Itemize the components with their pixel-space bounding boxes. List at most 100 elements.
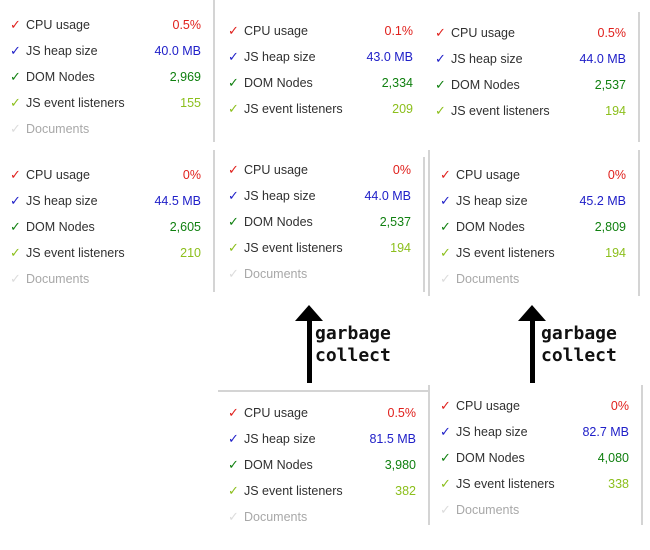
metric-label-cpu: CPU usage <box>26 18 90 32</box>
checkmark-icon[interactable]: ✓ <box>10 167 21 182</box>
checkmark-icon[interactable]: ✓ <box>440 245 451 260</box>
metric-row-listeners[interactable]: ✓ JS event listeners 382 <box>218 478 428 504</box>
metric-label-cpu: CPU usage <box>456 168 520 182</box>
metric-row-dom[interactable]: ✓ DOM Nodes 2,537 <box>218 209 423 235</box>
metric-row-documents[interactable]: ✓ Documents <box>0 266 213 292</box>
metric-row-dom[interactable]: ✓ DOM Nodes 2,809 <box>430 214 638 240</box>
metric-value-cpu: 0.5% <box>172 18 202 32</box>
checkmark-icon[interactable]: ✓ <box>228 405 239 420</box>
metric-row-heap[interactable]: ✓ JS heap size 44.0 MB <box>425 46 638 72</box>
metric-value-listeners: 194 <box>390 241 411 255</box>
checkmark-icon[interactable]: ✓ <box>435 25 446 40</box>
checkmark-icon[interactable]: ✓ <box>10 219 21 234</box>
checkmark-icon[interactable]: ✓ <box>435 51 446 66</box>
metric-row-listeners[interactable]: ✓ JS event listeners 209 <box>218 96 425 122</box>
metric-value-listeners: 155 <box>180 96 201 110</box>
metric-row-dom[interactable]: ✓ DOM Nodes 2,537 <box>425 72 638 98</box>
checkmark-icon[interactable]: ✓ <box>228 483 239 498</box>
metric-row-cpu[interactable]: ✓ CPU usage 0.5% <box>425 20 638 46</box>
checkmark-icon[interactable]: ✓ <box>440 476 451 491</box>
metric-row-documents[interactable]: ✓ Documents <box>430 266 638 292</box>
metric-row-listeners[interactable]: ✓ JS event listeners 155 <box>0 90 213 116</box>
metric-row-listeners[interactable]: ✓ JS event listeners 338 <box>430 471 641 497</box>
metric-row-heap[interactable]: ✓ JS heap size 43.0 MB <box>218 44 425 70</box>
metric-row-documents[interactable]: ✓ Documents <box>218 504 428 530</box>
metric-row-heap[interactable]: ✓ JS heap size 45.2 MB <box>430 188 638 214</box>
metric-row-cpu[interactable]: ✓ CPU usage 0% <box>430 393 641 419</box>
metric-row-documents[interactable]: ✓ Documents <box>0 116 213 142</box>
checkmark-icon[interactable]: ✓ <box>228 431 239 446</box>
metric-row-listeners[interactable]: ✓ JS event listeners 210 <box>0 240 213 266</box>
checkmark-icon[interactable]: ✓ <box>440 193 451 208</box>
metric-row-documents[interactable]: ✓ Documents <box>218 261 423 287</box>
metric-value-heap: 44.0 MB <box>364 189 411 203</box>
metric-row-dom[interactable]: ✓ DOM Nodes 2,334 <box>218 70 425 96</box>
metric-row-heap[interactable]: ✓ JS heap size 40.0 MB <box>0 38 213 64</box>
metric-label-documents: Documents <box>456 503 520 517</box>
checkmark-icon[interactable]: ✓ <box>228 101 239 116</box>
gc-annotation-1: garbage collect <box>315 323 391 367</box>
checkmark-icon[interactable]: ✓ <box>440 167 451 182</box>
metric-label-listeners: JS event listeners <box>244 102 343 116</box>
metric-row-cpu[interactable]: ✓ CPU usage 0.5% <box>0 12 213 38</box>
checkmark-icon[interactable]: ✓ <box>10 69 21 84</box>
metric-label-heap: JS heap size <box>26 194 98 208</box>
metric-label-dom: DOM Nodes <box>456 451 525 465</box>
metric-row-listeners[interactable]: ✓ JS event listeners 194 <box>218 235 423 261</box>
checkmark-icon[interactable]: ✓ <box>440 450 451 465</box>
metric-row-cpu[interactable]: ✓ CPU usage 0% <box>430 162 638 188</box>
checkmark-icon[interactable]: ✓ <box>228 457 239 472</box>
checkmark-icon[interactable]: ✓ <box>10 193 21 208</box>
metric-row-cpu[interactable]: ✓ CPU usage 0% <box>0 162 213 188</box>
checkmark-icon[interactable]: ✓ <box>440 502 451 517</box>
checkmark-icon[interactable]: ✓ <box>228 509 239 524</box>
checkmark-icon[interactable]: ✓ <box>435 103 446 118</box>
metric-value-heap: 40.0 MB <box>154 44 201 58</box>
checkmark-icon[interactable]: ✓ <box>228 266 239 281</box>
checkmark-icon[interactable]: ✓ <box>10 245 21 260</box>
checkmark-icon[interactable]: ✓ <box>10 271 21 286</box>
metric-value-dom: 2,605 <box>169 220 201 234</box>
checkmark-icon[interactable]: ✓ <box>435 77 446 92</box>
checkmark-icon[interactable]: ✓ <box>440 219 451 234</box>
metric-row-cpu[interactable]: ✓ CPU usage 0.5% <box>218 400 428 426</box>
checkmark-icon[interactable]: ✓ <box>228 188 239 203</box>
checkmark-icon[interactable]: ✓ <box>228 49 239 64</box>
checkmark-icon[interactable]: ✓ <box>228 214 239 229</box>
metric-row-cpu[interactable]: ✓ CPU usage 0% <box>218 157 423 183</box>
gc-annotation-line2: collect <box>315 345 391 366</box>
metric-label-listeners: JS event listeners <box>244 241 343 255</box>
metric-value-dom: 2,537 <box>594 78 626 92</box>
metric-value-listeners: 210 <box>180 246 201 260</box>
checkmark-icon[interactable]: ✓ <box>440 398 451 413</box>
checkmark-icon[interactable]: ✓ <box>10 43 21 58</box>
metric-label-cpu: CPU usage <box>26 168 90 182</box>
metric-row-heap[interactable]: ✓ JS heap size 82.7 MB <box>430 419 641 445</box>
metrics-panel-f: ✓ CPU usage 0% ✓ JS heap size 45.2 MB ✓ … <box>428 150 640 296</box>
checkmark-icon[interactable]: ✓ <box>10 121 21 136</box>
checkmark-icon[interactable]: ✓ <box>228 23 239 38</box>
checkmark-icon[interactable]: ✓ <box>10 17 21 32</box>
checkmark-icon[interactable]: ✓ <box>228 75 239 90</box>
metric-label-heap: JS heap size <box>451 52 523 66</box>
metric-row-heap[interactable]: ✓ JS heap size 44.0 MB <box>218 183 423 209</box>
checkmark-icon[interactable]: ✓ <box>10 95 21 110</box>
metric-row-dom[interactable]: ✓ DOM Nodes 4,080 <box>430 445 641 471</box>
metric-row-heap[interactable]: ✓ JS heap size 44.5 MB <box>0 188 213 214</box>
gc-annotation-2: garbage collect <box>541 323 617 367</box>
checkmark-icon[interactable]: ✓ <box>228 162 239 177</box>
metric-row-documents[interactable]: ✓ Documents <box>430 497 641 523</box>
metric-value-dom: 4,080 <box>597 451 629 465</box>
metric-row-dom[interactable]: ✓ DOM Nodes 2,605 <box>0 214 213 240</box>
checkmark-icon[interactable]: ✓ <box>440 271 451 286</box>
checkmark-icon[interactable]: ✓ <box>228 240 239 255</box>
metric-row-dom[interactable]: ✓ DOM Nodes 2,969 <box>0 64 213 90</box>
metric-label-dom: DOM Nodes <box>451 78 520 92</box>
metric-row-heap[interactable]: ✓ JS heap size 81.5 MB <box>218 426 428 452</box>
metric-row-cpu[interactable]: ✓ CPU usage 0.1% <box>218 18 425 44</box>
metric-row-dom[interactable]: ✓ DOM Nodes 3,980 <box>218 452 428 478</box>
metric-value-dom: 2,809 <box>594 220 626 234</box>
metric-row-listeners[interactable]: ✓ JS event listeners 194 <box>425 98 638 124</box>
metric-row-listeners[interactable]: ✓ JS event listeners 194 <box>430 240 638 266</box>
checkmark-icon[interactable]: ✓ <box>440 424 451 439</box>
